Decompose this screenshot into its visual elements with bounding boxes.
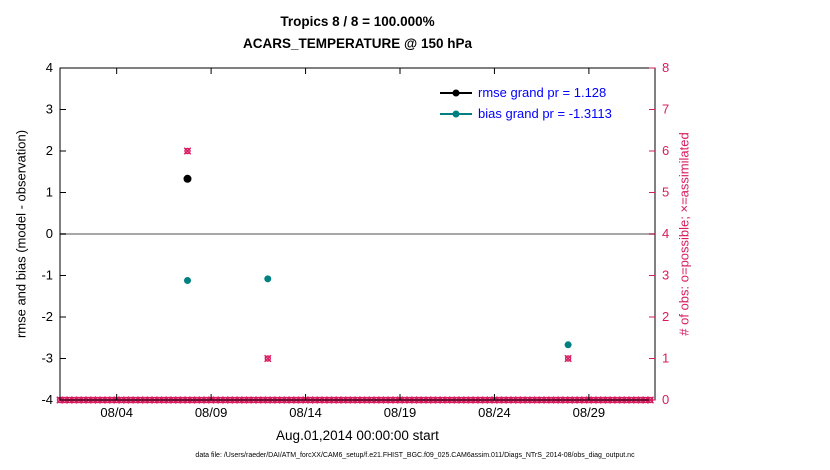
y-tick-label-right: 0 bbox=[662, 392, 669, 407]
y-ticks-right: 0 1 2 3 4 5 6 7 8 bbox=[649, 60, 669, 407]
y-tick-label-left: -3 bbox=[41, 351, 53, 366]
bias-points bbox=[184, 275, 572, 349]
y-tick-label-left: 1 bbox=[46, 185, 53, 200]
legend-item-bias: bias grand pr = -1.3113 bbox=[440, 103, 612, 124]
bias-legend-dot bbox=[452, 110, 460, 117]
y-tick-label-right: 3 bbox=[662, 268, 669, 283]
rmse-legend-dot bbox=[452, 89, 460, 96]
chart-title: Tropics 8 / 8 = 100.000% bbox=[280, 14, 435, 29]
legend-item-rmse: rmse grand pr = 1.128 bbox=[440, 82, 612, 103]
y-tick-label-left: 2 bbox=[46, 143, 53, 158]
y-tick-label-right: 2 bbox=[662, 309, 669, 324]
y-tick-label-left: -4 bbox=[41, 392, 53, 407]
data-file-caption: data file: /Users/raeder/DAI/ATM_forcXX/… bbox=[195, 452, 635, 459]
x-tick-label: 08/14 bbox=[289, 405, 322, 420]
legend-label-rmse: rmse grand pr = 1.128 bbox=[478, 85, 607, 100]
chart-subtitle: ACARS_TEMPERATURE @ 150 hPa bbox=[243, 36, 472, 51]
y-tick-label-right: 8 bbox=[662, 60, 669, 75]
y-tick-label-left: -1 bbox=[41, 268, 53, 283]
legend: rmse grand pr = 1.128 bias grand pr = -1… bbox=[440, 82, 612, 124]
y-ticks-left: -4 -3 -2 -1 0 1 2 3 4 bbox=[41, 60, 66, 407]
x-tick-label: 08/19 bbox=[384, 405, 417, 420]
legend-label-bias: bias grand pr = -1.3113 bbox=[478, 106, 612, 121]
y-tick-label-right: 7 bbox=[662, 102, 669, 117]
y-tick-label-right: 4 bbox=[662, 226, 669, 241]
x-tick-label: 08/29 bbox=[573, 405, 606, 420]
y-tick-label-left: 0 bbox=[46, 226, 53, 241]
x-tick-label: 08/09 bbox=[195, 405, 228, 420]
rmse-points bbox=[183, 174, 192, 183]
x-axis-label: Aug.01,2014 00:00:00 start bbox=[276, 428, 439, 443]
x-tick-label: 08/04 bbox=[100, 405, 133, 420]
bias-legend-marker-icon bbox=[440, 107, 472, 121]
x-ticks: 08/04 08/09 08/14 08/19 08/24 08/29 bbox=[100, 68, 605, 420]
y-tick-label-left: -2 bbox=[41, 309, 53, 324]
y-tick-label-left: 4 bbox=[46, 60, 53, 75]
num_obs-points bbox=[183, 147, 572, 363]
y-tick-label-right: 5 bbox=[662, 185, 669, 200]
x-tick-label: 08/24 bbox=[478, 405, 511, 420]
rmse-legend-marker-icon bbox=[440, 86, 472, 100]
y-tick-label-right: 6 bbox=[662, 143, 669, 158]
y-tick-label-left: 3 bbox=[46, 102, 53, 117]
y-tick-label-right: 1 bbox=[662, 351, 669, 366]
